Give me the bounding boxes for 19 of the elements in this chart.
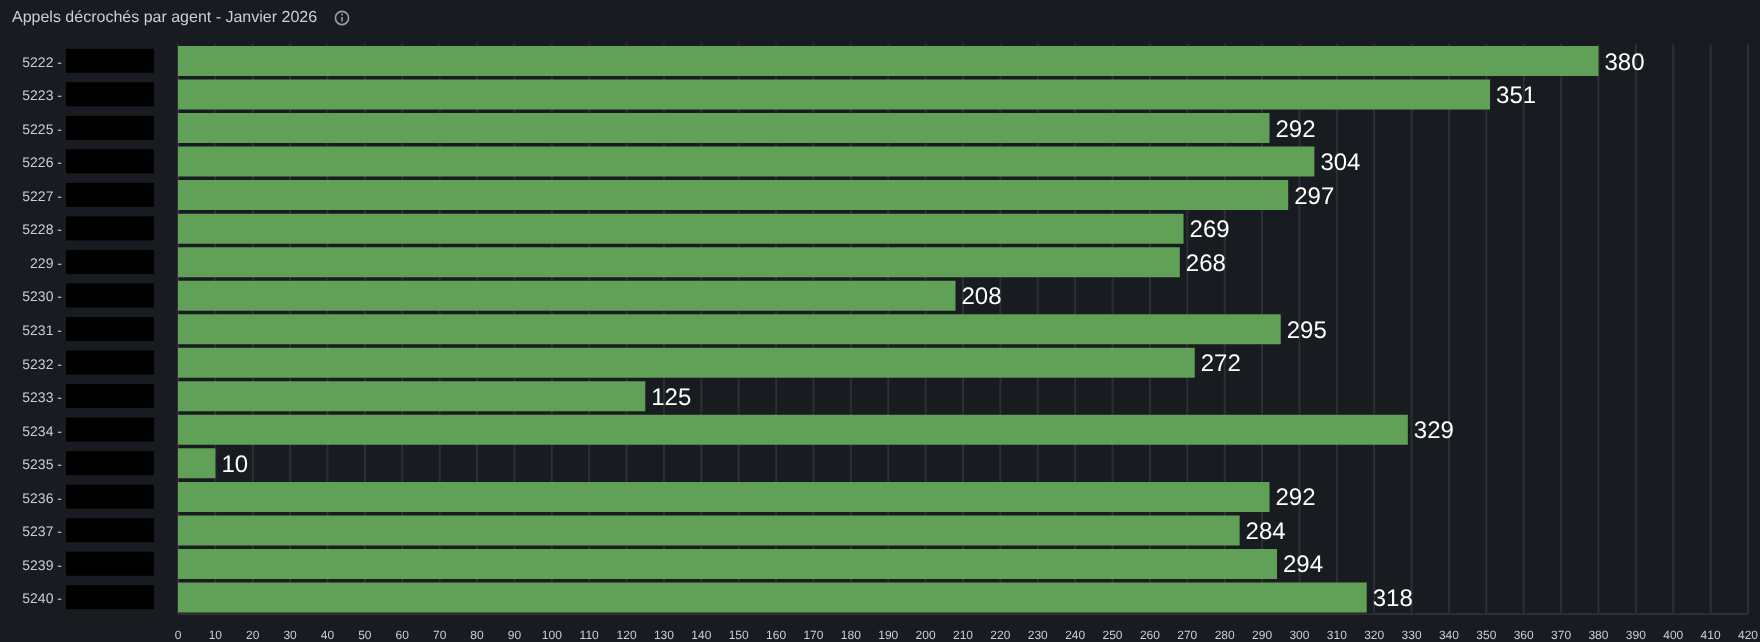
data-label: 351 xyxy=(1496,81,1537,110)
data-label: 208 xyxy=(961,282,1003,311)
data-label: 272 xyxy=(1200,349,1242,378)
data-label: 269 xyxy=(1189,215,1231,244)
data-label: 380 xyxy=(1604,47,1646,76)
data-label: 10 xyxy=(221,449,249,478)
data-label: 329 xyxy=(1413,416,1455,445)
data-label: 295 xyxy=(1286,315,1328,344)
chart-title: Appels décrochés par agent - Janvier 2026 xyxy=(12,8,318,26)
data-label: 292 xyxy=(1275,483,1317,512)
data-label: 304 xyxy=(1320,148,1362,177)
data-label: 294 xyxy=(1283,550,1324,579)
bar xyxy=(178,46,1599,76)
data-label: 284 xyxy=(1245,516,1287,545)
data-label: 318 xyxy=(1372,583,1414,612)
data-label: 125 xyxy=(651,382,692,411)
data-label: 268 xyxy=(1185,248,1227,277)
data-label: 292 xyxy=(1275,114,1317,143)
data-label: 297 xyxy=(1294,181,1335,210)
